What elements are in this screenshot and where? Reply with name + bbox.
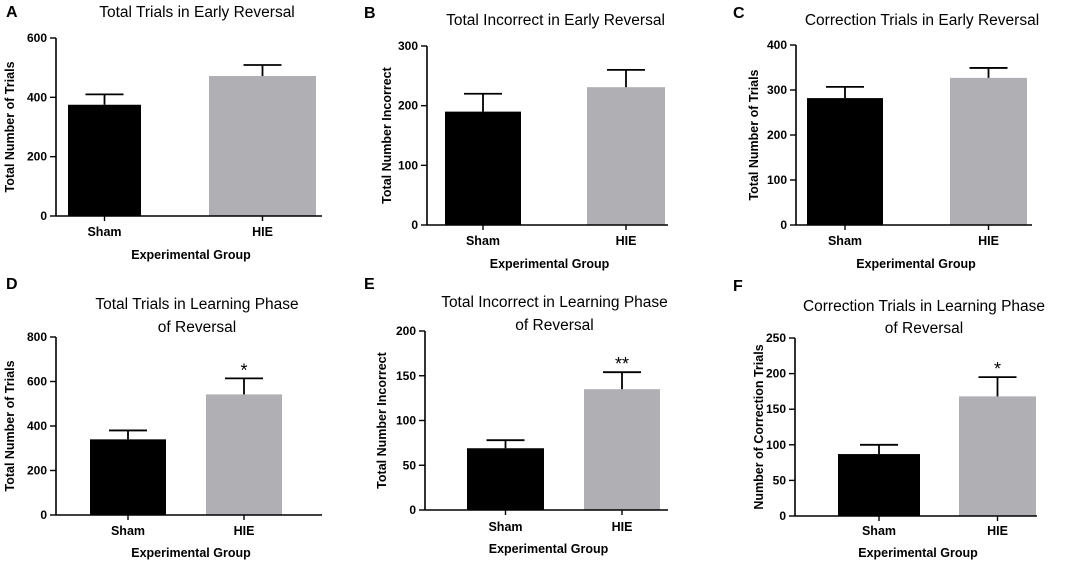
- y-tick-label: 200: [767, 128, 787, 142]
- y-tick-label: 100: [396, 414, 416, 428]
- y-tick-label: 150: [766, 402, 786, 416]
- x-axis-label: Experimental Group: [131, 546, 251, 560]
- y-tick-label: 400: [27, 419, 47, 433]
- y-tick-label: 400: [767, 38, 787, 52]
- y-tick-label: 150: [396, 369, 416, 383]
- chart-title: Total Trials in Early Reversal: [99, 4, 295, 21]
- y-tick-label: 200: [766, 367, 786, 381]
- y-tick-label: 0: [409, 503, 416, 517]
- x-axis-label: Experimental Group: [858, 546, 978, 560]
- x-tick-label: HIE: [987, 524, 1008, 538]
- x-tick-label: Sham: [488, 520, 522, 534]
- y-axis-label: Total Number of Trials: [747, 69, 761, 200]
- y-tick-label: 200: [27, 464, 47, 478]
- chart-title: Total Incorrect in Early Reversal: [446, 12, 665, 29]
- significance-marker: **: [615, 354, 629, 374]
- bar-sham: [467, 448, 544, 510]
- x-tick-label: HIE: [612, 520, 633, 534]
- panel-letter: C: [733, 5, 745, 22]
- panel-letter: E: [364, 276, 375, 293]
- bar-hie: [959, 396, 1036, 516]
- x-tick-label: HIE: [616, 234, 637, 248]
- chart-title: of Reversal: [515, 317, 593, 334]
- panel-c: C Correction Trials in Early Reversal 0 100…: [733, 5, 1039, 271]
- x-axis-label: Experimental Group: [856, 257, 976, 271]
- x-tick-label: Sham: [111, 524, 145, 538]
- y-axis-label: Total Number of Trials: [3, 61, 17, 192]
- y-tick-label: 300: [767, 83, 787, 97]
- chart-title: of Reversal: [158, 319, 236, 336]
- y-tick-label: 50: [773, 473, 787, 487]
- panel-letter: A: [6, 4, 18, 21]
- y-tick-label: 0: [779, 509, 786, 523]
- y-tick-label: 200: [27, 150, 47, 164]
- y-tick-label: 400: [27, 90, 47, 104]
- y-tick-label: 200: [396, 324, 416, 338]
- y-tick-label: 600: [27, 375, 47, 389]
- y-tick-label: 100: [398, 158, 418, 172]
- bar-hie: [206, 394, 282, 515]
- panel-letter: D: [6, 276, 18, 293]
- y-tick-label: 0: [780, 218, 787, 232]
- panel-d: D Total Trials in Learning Phase of Revers…: [3, 276, 322, 560]
- x-tick-label: Sham: [828, 234, 862, 248]
- x-tick-label: HIE: [234, 524, 255, 538]
- x-tick-label: Sham: [466, 234, 500, 248]
- panel-b: B Total Incorrect in Early Reversal 0 100 20…: [364, 5, 668, 271]
- y-tick-label: 100: [767, 173, 787, 187]
- bar-sham: [90, 439, 166, 515]
- panel-letter: F: [733, 278, 743, 295]
- panel-f: F Correction Trials in Learning Phase of R…: [733, 278, 1045, 560]
- significance-marker: *: [994, 359, 1001, 379]
- y-tick-label: 0: [40, 209, 47, 223]
- x-tick-label: Sham: [87, 225, 121, 239]
- y-tick-label: 100: [766, 438, 786, 452]
- y-tick-label: 50: [403, 458, 417, 472]
- y-tick-label: 600: [27, 31, 47, 45]
- y-axis-label: Total Number Incorrect: [380, 66, 394, 203]
- y-axis-label: Number of Correction Trials: [752, 344, 766, 509]
- bar-sham: [68, 104, 141, 216]
- bar-sham: [807, 98, 883, 225]
- y-tick-label: 800: [27, 330, 47, 344]
- x-axis-label: Experimental Group: [131, 248, 251, 262]
- y-axis-label: Total Number of Trials: [3, 360, 17, 491]
- chart-title: Correction Trials in Early Reversal: [805, 12, 1039, 29]
- chart-title: Correction Trials in Learning Phase: [803, 298, 1045, 315]
- bar-hie: [584, 389, 660, 510]
- y-tick-label: 0: [40, 508, 47, 522]
- bar-sham: [838, 454, 920, 516]
- y-tick-label: 0: [411, 218, 418, 232]
- bar-hie: [209, 75, 316, 217]
- y-tick-label: 200: [398, 99, 418, 113]
- panel-e: E Total Incorrect in Learning Phase of Rev…: [364, 276, 668, 556]
- y-tick-label: 250: [766, 331, 786, 345]
- bar-hie: [587, 87, 665, 225]
- x-axis-label: Experimental Group: [490, 257, 610, 271]
- x-tick-label: Sham: [862, 524, 896, 538]
- y-tick-label: 300: [398, 39, 418, 53]
- chart-title: of Reversal: [885, 320, 963, 337]
- panel-a: A Total Trials in Early Reversal 0 200 400 60…: [3, 4, 322, 262]
- chart-title: Total Trials in Learning Phase: [95, 296, 298, 313]
- panel-letter: B: [364, 5, 376, 22]
- x-tick-label: HIE: [978, 234, 999, 248]
- x-tick-label: HIE: [252, 225, 273, 239]
- bar-hie: [950, 77, 1027, 225]
- y-axis-label: Total Number Incorrect: [375, 351, 389, 488]
- x-axis-label: Experimental Group: [489, 542, 609, 556]
- bar-sham: [445, 111, 521, 225]
- significance-marker: *: [240, 360, 247, 380]
- chart-title: Total Incorrect in Learning Phase: [441, 294, 668, 311]
